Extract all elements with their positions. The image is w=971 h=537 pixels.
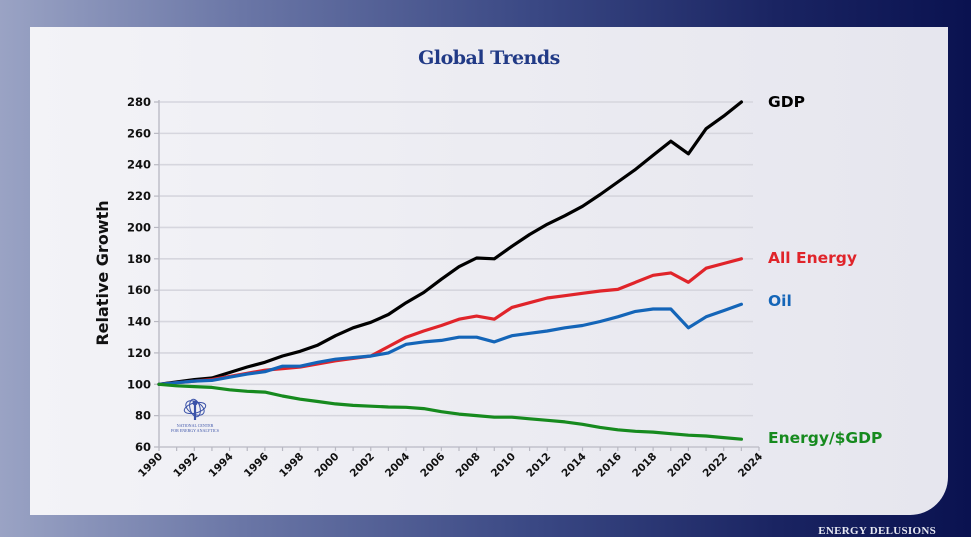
x-tick-label: 1998	[277, 451, 306, 480]
atom-logo-icon	[183, 398, 207, 420]
y-tick-label: 180	[127, 252, 151, 266]
x-tick-label: 2000	[312, 451, 341, 480]
y-tick-label: 100	[127, 377, 151, 391]
x-tick-label: 1994	[207, 451, 236, 480]
gridlines	[159, 101, 753, 417]
x-axis-ticks: 1990 1992 1994 1996 1998 2000 2002 2004 2006 2008…	[136, 447, 765, 480]
y-tick-label: 80	[135, 409, 151, 423]
series-labels: GDP All Energy Oil Energy/$GDP	[768, 93, 882, 447]
y-tick-label: 60	[135, 440, 151, 454]
logo-text-line1: NATIONAL CENTER	[177, 423, 214, 428]
ncea-logo: NATIONAL CENTER FOR ENERGY ANALYTICS	[171, 398, 219, 433]
series-line-gdp	[157, 100, 744, 386]
x-tick-label: 2016	[595, 451, 624, 480]
x-tick-label: 2002	[348, 451, 377, 480]
y-tick-label: 200	[127, 220, 151, 234]
x-tick-label: 2008	[454, 451, 483, 480]
chart-card: Global Trends	[30, 27, 948, 515]
y-tick-label: 140	[127, 315, 151, 329]
x-tick-label: 1990	[136, 451, 165, 480]
series-lines	[157, 100, 744, 441]
y-axis-label: Relative Growth	[93, 200, 112, 345]
series-line-energy-gdp	[157, 382, 744, 441]
x-tick-label: 2022	[701, 451, 730, 480]
series-label-oil: Oil	[768, 292, 792, 310]
series-line-oil	[157, 302, 744, 386]
x-tick-label: 2018	[630, 451, 659, 480]
series-label-energy-gdp: Energy/$GDP	[768, 429, 882, 447]
y-tick-label: 240	[127, 158, 151, 172]
x-tick-label: 2012	[524, 451, 553, 480]
y-tick-label: 120	[127, 346, 151, 360]
x-tick-label: 2006	[418, 451, 447, 480]
y-tick-label: 280	[127, 95, 151, 109]
y-axis-ticks: 60 80 100 120 140 160 180 200 220 240 260 280	[127, 95, 159, 454]
x-tick-label: 2010	[489, 451, 518, 480]
chart-title: Global Trends	[418, 47, 560, 69]
x-tick-label: 1996	[242, 451, 271, 480]
x-tick-label: 2024	[736, 451, 765, 480]
logo-text-line2: FOR ENERGY ANALYTICS	[171, 428, 219, 433]
y-tick-label: 160	[127, 283, 151, 297]
x-tick-label: 2004	[383, 451, 412, 480]
x-tick-label: 1992	[171, 451, 200, 480]
footer-brand: ENERGY DELUSIONS	[818, 525, 936, 537]
series-label-all-energy: All Energy	[768, 249, 857, 267]
x-tick-label: 2014	[559, 451, 588, 480]
x-tick-label: 2020	[665, 451, 694, 480]
y-tick-label: 260	[127, 126, 151, 140]
series-label-gdp: GDP	[768, 93, 805, 111]
y-tick-label: 220	[127, 189, 151, 203]
